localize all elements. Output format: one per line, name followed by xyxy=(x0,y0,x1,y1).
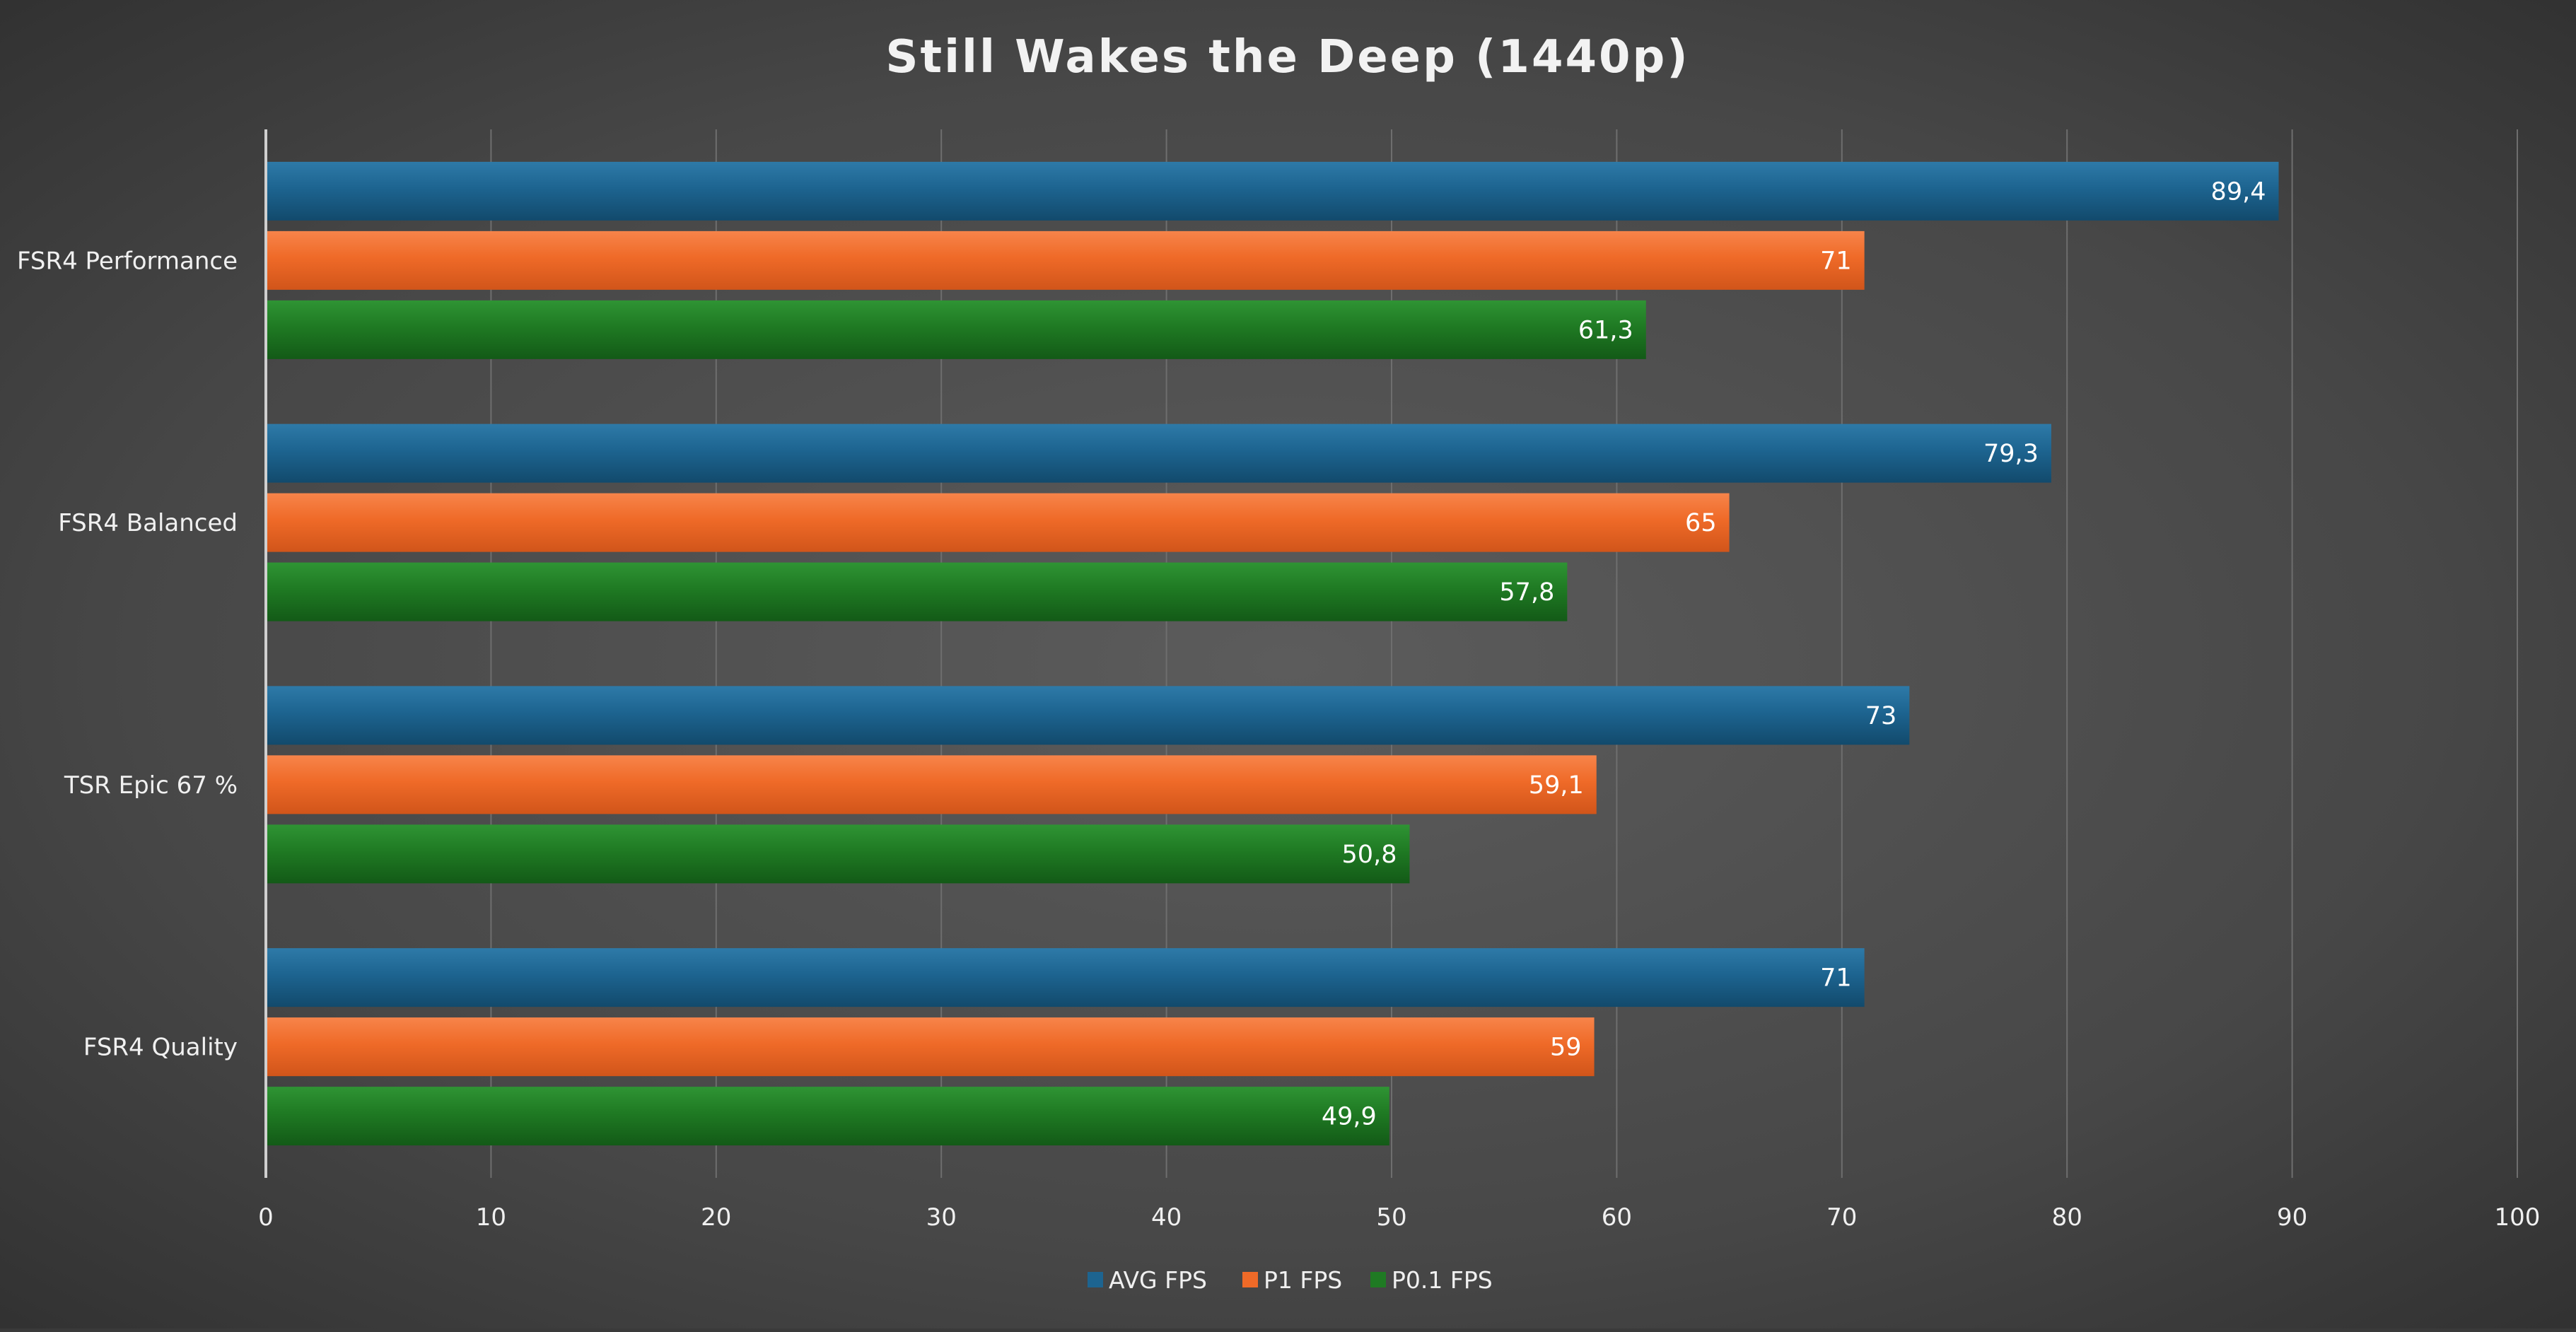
bar-p0-1-fps[interactable] xyxy=(266,824,1410,884)
data-label: 71 xyxy=(1820,964,1852,993)
bar-avg-fps[interactable] xyxy=(266,686,1910,745)
data-label: 73 xyxy=(1865,702,1897,730)
data-label: 50,8 xyxy=(1342,841,1397,869)
category-label: FSR4 Performance xyxy=(17,247,238,275)
legend-label[interactable]: P0.1 FPS xyxy=(1392,1266,1493,1294)
bar-avg-fps[interactable] xyxy=(266,948,1865,1007)
x-tick-label: 50 xyxy=(1376,1203,1406,1232)
data-label: 65 xyxy=(1685,509,1717,537)
data-label: 71 xyxy=(1820,247,1852,275)
bar-p1-fps[interactable] xyxy=(266,1017,1595,1077)
data-label: 89,4 xyxy=(2211,177,2266,206)
axes: 0 10 20 30 40 50 60 70 80 90 100 FSR4 Performance FS… xyxy=(17,129,2541,1232)
category-label: FSR4 Quality xyxy=(83,1034,238,1062)
bar-p1-fps[interactable] xyxy=(266,230,1865,290)
bar-p1-fps[interactable] xyxy=(266,755,1597,814)
data-label: 59,1 xyxy=(1529,771,1584,800)
x-tick-label: 10 xyxy=(476,1203,506,1232)
category-label: FSR4 Balanced xyxy=(58,509,238,537)
legend[interactable]: AVG FPS P1 FPS P0.1 FPS xyxy=(1088,1266,1493,1294)
data-label: 79,3 xyxy=(1983,440,2039,468)
x-tick-label: 0 xyxy=(258,1203,274,1232)
x-tick-label: 90 xyxy=(2277,1203,2307,1232)
legend-label[interactable]: P1 FPS xyxy=(1264,1266,1342,1294)
x-tick-label: 70 xyxy=(1826,1203,1857,1232)
x-tick-label: 40 xyxy=(1151,1203,1182,1232)
bar-p0-1-fps[interactable] xyxy=(266,1087,1389,1146)
x-tick-label: 60 xyxy=(1602,1203,1632,1232)
bar-avg-fps[interactable] xyxy=(266,423,2051,483)
x-tick-label: 80 xyxy=(2052,1203,2082,1232)
legend-swatch xyxy=(1242,1272,1258,1287)
bar-p0-1-fps[interactable] xyxy=(266,300,1646,359)
data-label: 61,3 xyxy=(1578,316,1633,344)
bar-p0-1-fps[interactable] xyxy=(266,562,1568,621)
legend-swatch xyxy=(1088,1272,1103,1287)
x-tick-label: 30 xyxy=(926,1203,957,1232)
data-label: 49,9 xyxy=(1322,1103,1377,1131)
bar-avg-fps[interactable] xyxy=(266,161,2279,221)
category-label: TSR Epic 67 % xyxy=(64,771,238,800)
data-label: 57,8 xyxy=(1499,578,1554,607)
x-tick-label: 20 xyxy=(701,1203,731,1232)
legend-swatch xyxy=(1370,1272,1386,1287)
data-label: 59 xyxy=(1550,1034,1582,1062)
bars: 89,4 71 61,3 79,3 65 57,8 73 59,1 50,8 71 59 49,9 xyxy=(266,161,2279,1146)
legend-label[interactable]: AVG FPS xyxy=(1109,1266,1207,1294)
x-tick-label: 100 xyxy=(2495,1203,2541,1232)
chart-title: Still Wakes the Deep (1440p) xyxy=(885,31,1689,83)
bar-p1-fps[interactable] xyxy=(266,493,1730,552)
